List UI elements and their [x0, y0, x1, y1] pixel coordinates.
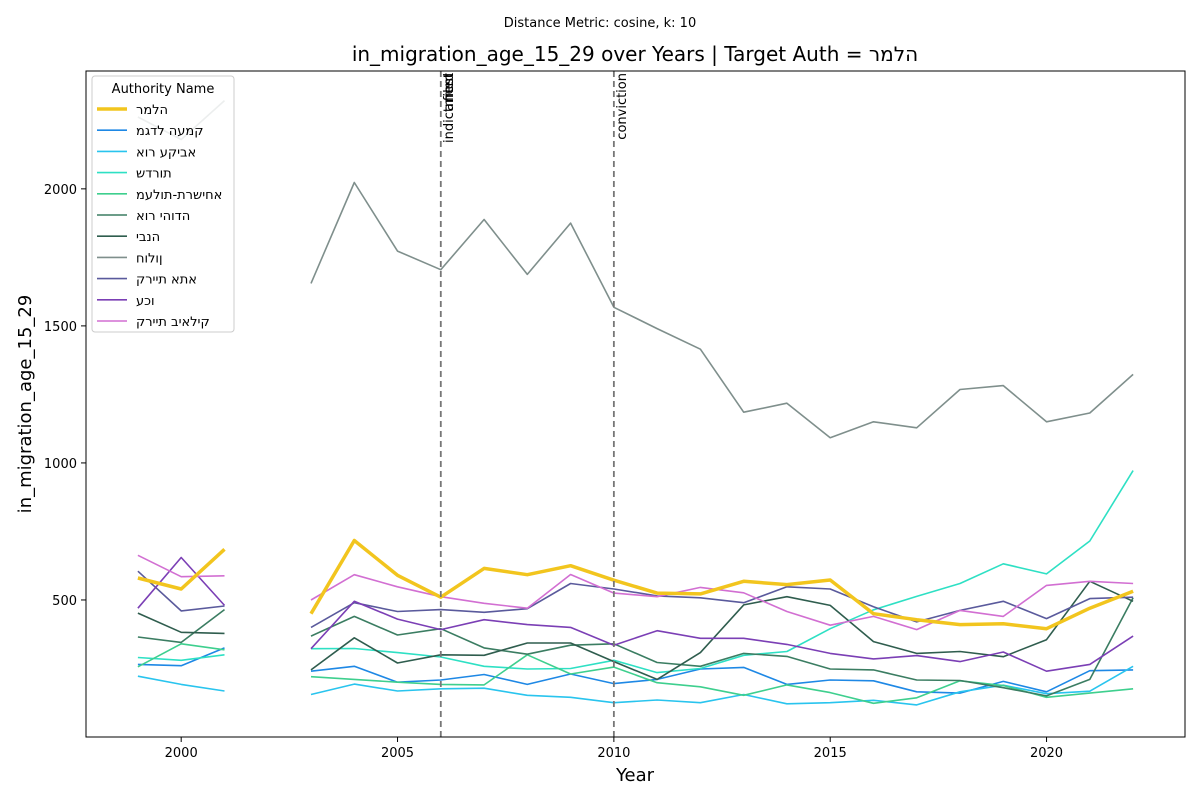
legend-title: Authority Name — [112, 82, 215, 97]
legend-label-3: תורדש — [136, 167, 172, 182]
legend-label-5: הדוהי רוא — [136, 209, 190, 224]
series-line-10 — [137, 554, 1134, 631]
y-axis-label: in_migration_age_15_29 — [15, 295, 36, 514]
y-tick-label: 500 — [52, 594, 77, 609]
x-tick-label: 2015 — [814, 746, 847, 761]
series-line-3 — [137, 470, 1134, 674]
x-tick-label: 2010 — [597, 746, 630, 761]
plot-area-frame — [85, 70, 1186, 738]
legend-label-0: הלמר — [136, 103, 168, 118]
series-line-0 — [137, 538, 1134, 631]
chart-suptitle: Distance Metric: cosine, k: 10 — [504, 16, 696, 31]
series-line-7 — [137, 100, 1134, 439]
series-layer — [137, 100, 1134, 706]
event-label-0-2: filed — [442, 73, 457, 101]
legend-label-6: הנבי — [136, 230, 160, 245]
series-line-4 — [137, 643, 1134, 705]
legend-label-4: אחישרת-תולעמ — [136, 188, 222, 203]
legend-label-7: ןולוח — [136, 251, 163, 266]
legend-label-1: קמעה לדגמ — [136, 124, 204, 139]
legend-label-10: קילאיב תיירק — [136, 315, 210, 330]
series-line-8 — [137, 570, 1134, 629]
series-line-6 — [137, 580, 1134, 681]
legend-label-2: אביקע רוא — [136, 145, 196, 160]
legend-box — [91, 75, 235, 333]
legend-label-8: אתא תיירק — [136, 273, 197, 288]
series-line-2 — [137, 665, 1134, 706]
series-line-1 — [137, 647, 1134, 694]
x-axis-ticks: 2000 2005 2010 2015 2020 — [165, 737, 1063, 761]
x-tick-label: 2020 — [1030, 746, 1063, 761]
x-axis-label: Year — [615, 765, 655, 786]
y-tick-label: 2000 — [44, 183, 77, 198]
legend: Authority Name הלמר קמעה לדגמ אביקע רוא תור… — [91, 75, 235, 333]
legend-label-9: וכע — [136, 294, 155, 309]
x-tick-label: 2005 — [381, 746, 414, 761]
series-line-5 — [137, 597, 1134, 697]
y-tick-label: 1000 — [44, 457, 77, 472]
series-line-9 — [137, 556, 1134, 672]
event-label-1-0: conviction — [615, 73, 630, 140]
chart-title: in_migration_age_15_29 over Years | Targ… — [352, 42, 918, 66]
x-tick-label: 2000 — [165, 746, 198, 761]
y-tick-label: 1500 — [44, 320, 77, 335]
event-label-0-0: indictment — [442, 73, 457, 143]
event-label-0-1: arrest — [442, 73, 457, 111]
y-axis-ticks: 500 1000 1500 2000 — [44, 183, 86, 609]
legend-items: הלמר קמעה לדגמ אביקע רוא תורדש אחישרת-תולעמ ה… — [97, 103, 222, 330]
